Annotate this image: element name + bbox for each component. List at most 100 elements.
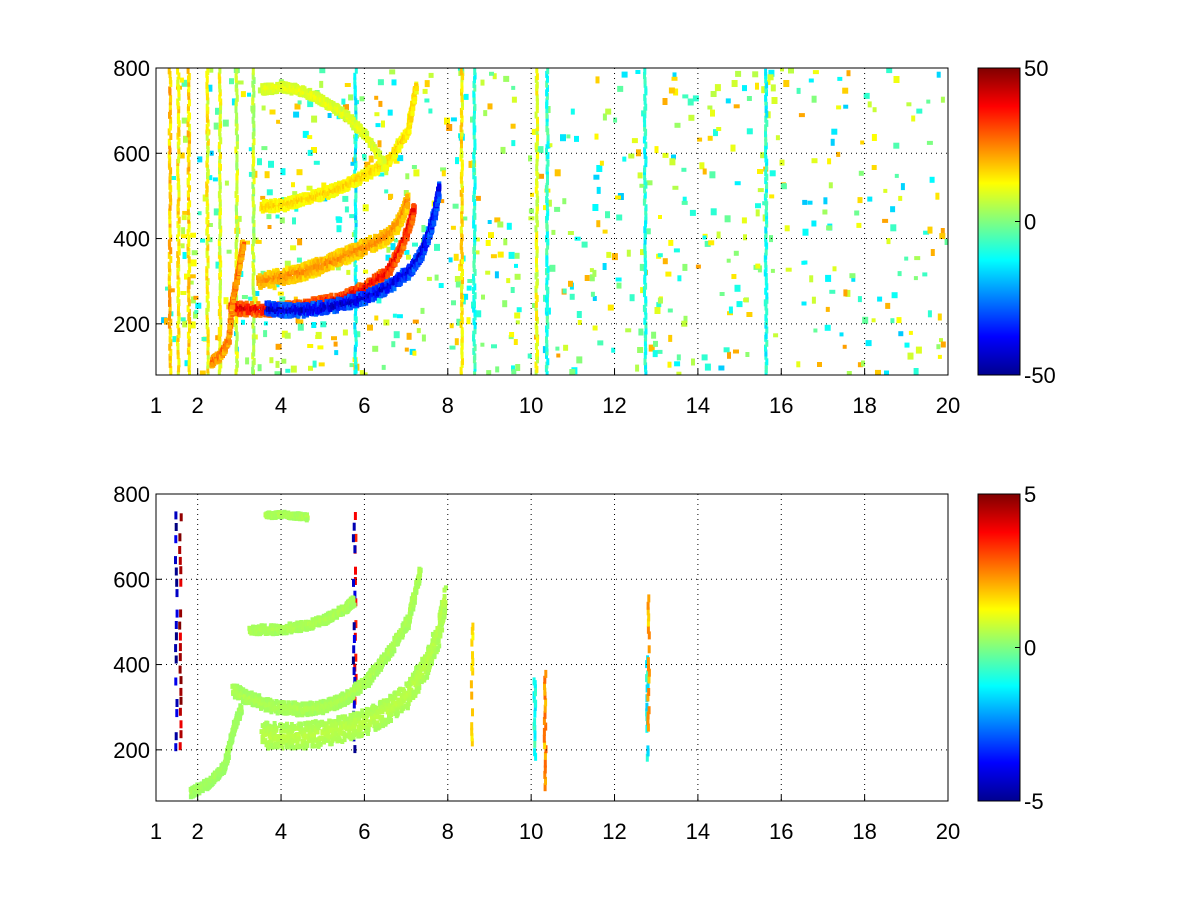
top-heatmap-cell [399, 221, 404, 227]
top-heatmap-cell [622, 156, 627, 162]
top-heatmap-cell [167, 138, 171, 146]
top-heatmap-cell [257, 158, 262, 166]
top-heatmap-cell [764, 124, 768, 132]
top-heatmap-cell [704, 363, 711, 371]
top-heatmap-cell [545, 182, 549, 190]
top-heatmap-cell [218, 76, 222, 84]
top-heatmap-cell [235, 160, 239, 168]
top-heatmap-cell [473, 327, 477, 335]
top-heatmap-cell [743, 298, 749, 303]
top-heatmap-cell [287, 204, 292, 210]
top-heatmap-cell [235, 198, 239, 206]
top-heatmap-cell [775, 135, 780, 141]
top-heatmap-cell [311, 300, 316, 306]
top-heatmap-cell [644, 128, 648, 136]
top-heatmap-cell [733, 104, 740, 109]
top-heatmap-cell [764, 138, 768, 146]
top-heatmap-cell [771, 97, 778, 104]
top-heatmap-cell [190, 259, 197, 267]
top-heatmap-cell [473, 138, 477, 146]
top-heatmap-cell [534, 285, 538, 293]
top-heatmap-cell [251, 239, 255, 247]
top-heatmap-cell [433, 215, 438, 220]
top-heatmap-cell [363, 250, 368, 256]
top-heatmap-cell [176, 169, 180, 176]
top-heatmap-cell [347, 293, 352, 299]
top-heatmap-cell [252, 252, 255, 260]
top-heatmap-cell [182, 320, 188, 328]
top-heatmap-cell [643, 230, 647, 238]
top-heatmap-cell [535, 94, 539, 102]
top-heatmap-cell [284, 260, 291, 267]
top-heatmap-cell [536, 133, 539, 141]
top-heatmap-cell [320, 195, 325, 201]
top-heatmap-cell [927, 226, 933, 234]
top-heatmap-cell [282, 203, 287, 209]
top-heatmap-cell [677, 275, 682, 282]
top-heatmap-cell [227, 332, 232, 338]
top-heatmap-cell [643, 250, 647, 258]
top-heatmap-cell [764, 248, 768, 256]
top-heatmap-cell [673, 248, 680, 253]
top-heatmap-cell [186, 229, 190, 237]
top-heatmap-cell [545, 106, 549, 113]
top-heatmap-cell [187, 339, 191, 347]
top-heatmap-cell [167, 151, 171, 159]
top-heatmap-cell [247, 92, 251, 97]
top-heatmap-cell [440, 167, 447, 172]
top-heatmap-cell [353, 322, 357, 330]
top-heatmap-cell [207, 84, 213, 92]
top-heatmap-cell [554, 169, 561, 177]
top-heatmap-cell [605, 108, 612, 115]
top-heatmap-cell [168, 216, 172, 224]
top-heatmap-cell [662, 258, 668, 265]
top-heatmap-cell [460, 347, 464, 355]
top-heatmap-cell [890, 318, 895, 324]
top-heatmap-cell [251, 200, 255, 208]
top-heatmap-cell [871, 318, 876, 323]
top-heatmap-cell [733, 349, 739, 354]
top-heatmap-cell [593, 174, 600, 180]
top-heatmap-cell [241, 319, 245, 325]
top-heatmap-cell [755, 82, 759, 90]
top-heatmap-cell [719, 292, 725, 296]
top-heatmap-cell [235, 351, 239, 359]
top-heatmap-cell [494, 271, 499, 279]
top-heatmap-cell [473, 292, 477, 300]
top-heatmap-cell [359, 370, 364, 375]
top-heatmap-cell [644, 156, 648, 164]
top-heatmap-cell [176, 68, 180, 75]
top-heatmap-cell [546, 322, 550, 330]
top-heatmap-cell [168, 335, 172, 343]
top-heatmap-cell [235, 356, 239, 364]
top-heatmap-cell [284, 313, 289, 319]
top-heatmap-cell [176, 76, 180, 84]
top-heatmap-cell [354, 220, 358, 227]
top-heatmap-cell [205, 133, 209, 141]
top-heatmap-cell [545, 316, 549, 324]
top-heatmap-cell [245, 357, 250, 365]
top-heatmap-cell [437, 184, 442, 190]
top-heatmap-cell [927, 310, 932, 318]
top-heatmap-cell [235, 208, 238, 216]
top-heatmap-cell [394, 282, 399, 287]
top-heatmap-cell [472, 260, 476, 268]
top-heatmap-cell [489, 71, 494, 76]
top-heatmap-cell [936, 344, 941, 350]
top-heatmap-cell [940, 96, 945, 103]
top-heatmap-cell [535, 335, 539, 343]
top-heatmap-cell [643, 152, 647, 159]
top-heatmap-cell [536, 116, 539, 124]
top-heatmap-cell [301, 313, 306, 319]
top-heatmap-cell [205, 322, 209, 330]
top-heatmap-cell [168, 147, 172, 155]
top-heatmap-cell [168, 226, 172, 234]
top-heatmap-cell [386, 273, 390, 279]
top-heatmap-cell [802, 228, 809, 236]
top-heatmap-cell [473, 243, 476, 251]
top-heatmap-cell [654, 307, 661, 314]
top-heatmap-cell [590, 291, 595, 297]
top-heatmap-cell [319, 310, 324, 316]
top-heatmap-cell [460, 351, 464, 359]
